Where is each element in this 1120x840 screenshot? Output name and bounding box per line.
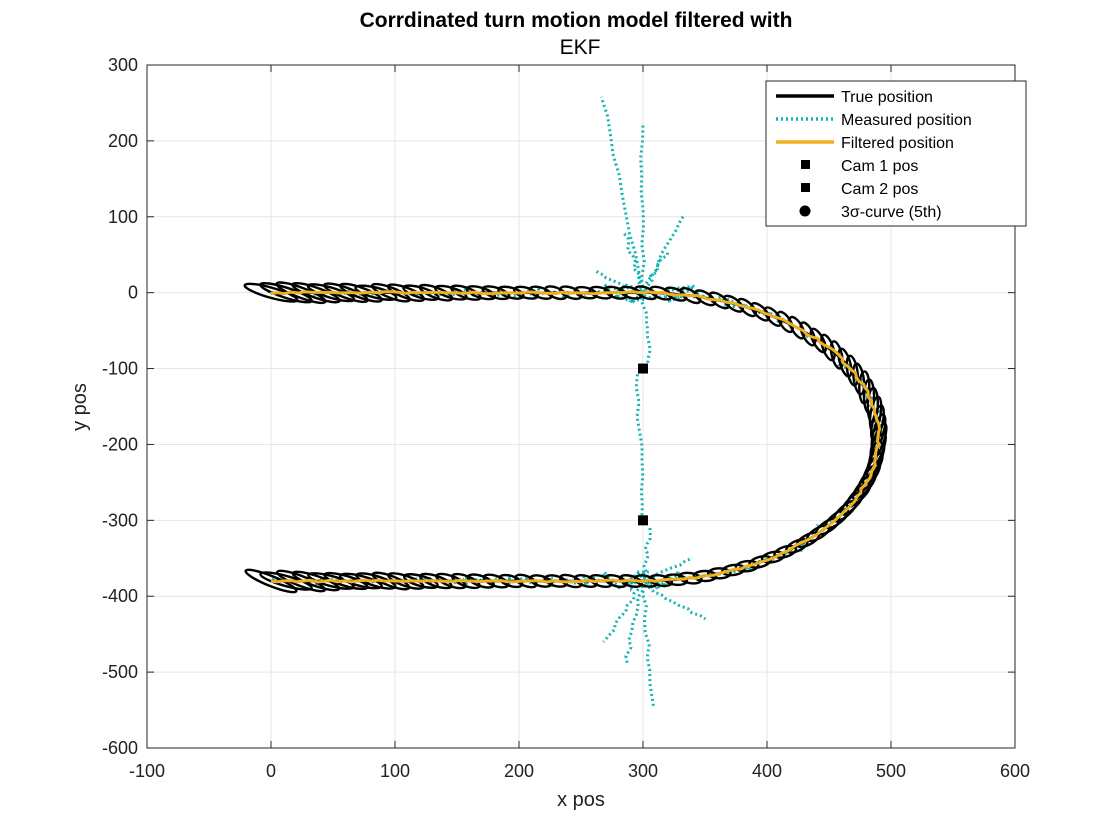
measured-position-spike: [624, 580, 646, 665]
legend-item: Measured position: [776, 112, 972, 129]
measured-position-spike: [621, 231, 646, 294]
legend-item: Cam 2 pos: [801, 181, 918, 198]
data-layer: [243, 96, 888, 709]
y-tick-label: -500: [102, 662, 138, 682]
legend-label: Measured position: [841, 112, 972, 129]
sigma-ellipse: [663, 573, 689, 587]
x-axis-label: x pos: [557, 789, 605, 811]
sigma-ellipse: [354, 284, 398, 301]
camera-2-marker: [638, 515, 648, 526]
legend-label: Filtered position: [841, 135, 954, 152]
chart-subtitle: EKF: [560, 36, 601, 59]
sigma-ellipse: [648, 574, 674, 588]
measured-position-spike: [634, 372, 645, 521]
true-position-line: [271, 291, 880, 583]
plot-area: [146, 64, 1016, 749]
legend-label: 3σ-curve (5th): [841, 204, 942, 221]
y-axis-label: y pos: [69, 383, 91, 431]
y-tick-label: -300: [102, 510, 138, 530]
measured-position-spike: [642, 556, 694, 583]
legend-swatch-circle: [799, 205, 811, 217]
sigma-ellipse: [734, 559, 760, 573]
measured-position-spike: [602, 580, 646, 643]
legend-box: [765, 80, 1027, 227]
sigma-ellipse: [307, 572, 355, 590]
measured-position-spike: [639, 292, 652, 365]
measured-position-spike: [639, 123, 647, 297]
legend-label: Cam 2 pos: [841, 181, 918, 198]
y-tick-label: 200: [108, 131, 138, 151]
measured-position-spike: [641, 214, 686, 294]
sigma-ellipse: [259, 571, 313, 591]
sigma-ellipse: [692, 569, 718, 583]
filtered-position-line: [270, 290, 882, 584]
legend-item: Filtered position: [776, 135, 954, 152]
sigma-ellipse: [338, 572, 383, 590]
measured-position-spike: [641, 580, 656, 709]
ticks: -100 0 100 200 300 400 500 600 300 200 100 0 -100 -20…: [102, 55, 1030, 781]
sigma-ellipse: [829, 340, 844, 370]
legend-item: 3σ-curve (5th): [799, 204, 942, 221]
y-tick-label: -200: [102, 434, 138, 454]
y-tick-label: 300: [108, 55, 138, 75]
legend-swatch-square: [801, 183, 810, 192]
measured-position-spike: [599, 96, 644, 293]
sigma-ellipse: [706, 567, 732, 580]
sigma-ellipse: [852, 362, 866, 396]
sigma-ellipse: [760, 550, 786, 564]
chart-title: Corrdinated turn motion model filtered w…: [360, 9, 793, 32]
legend-item: Cam 1 pos: [801, 158, 918, 175]
y-tick-label: 100: [108, 207, 138, 227]
x-tick-label: -100: [129, 761, 165, 781]
y-tick-label: -400: [102, 586, 138, 606]
legend-swatch-square: [801, 160, 810, 169]
x-tick-label: 600: [1000, 761, 1030, 781]
y-tick-label: -100: [102, 359, 138, 379]
camera-1-marker: [638, 363, 648, 374]
measured-position-spike: [593, 268, 643, 298]
measured-position-spike: [643, 583, 707, 621]
x-tick-label: 0: [266, 761, 276, 781]
x-tick-label: 300: [628, 761, 658, 781]
sigma-ellipse: [244, 568, 298, 594]
legend-item: True position: [776, 89, 933, 106]
x-tick-label: 200: [504, 761, 534, 781]
y-tick-label: 0: [128, 283, 138, 303]
sigma-ellipse: [276, 569, 326, 593]
legend-label: Cam 1 pos: [841, 158, 918, 175]
x-tick-label: 100: [380, 761, 410, 781]
sigma-ellipse: [799, 321, 817, 347]
x-tick-label: 500: [876, 761, 906, 781]
y-tick-label: -600: [102, 738, 138, 758]
legend: True position Measured position Filtered p…: [765, 80, 1027, 227]
legend-label: True position: [841, 89, 933, 106]
x-tick-label: 400: [752, 761, 782, 781]
